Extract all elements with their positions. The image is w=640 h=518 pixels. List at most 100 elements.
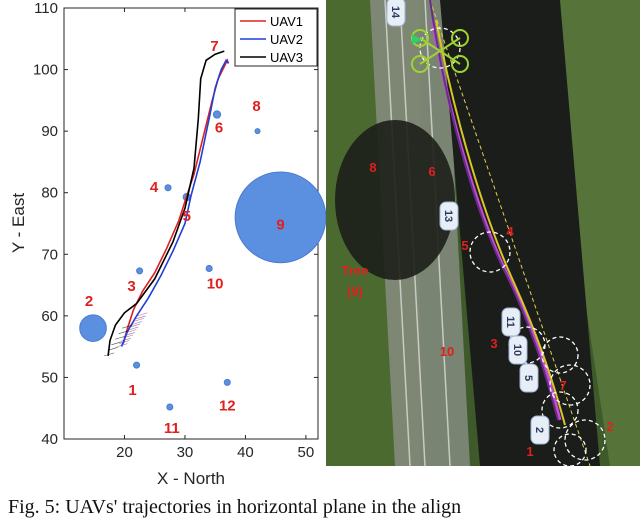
trajectory-hatch — [114, 335, 126, 340]
y-tick-label: 90 — [41, 123, 58, 140]
aerial-photo: Tree (9) 8 6 4 5 3 10 2 1 7 14 13 11 10 5 2 — [326, 0, 640, 466]
trajectory-hatch — [111, 341, 122, 346]
trajectory-hatch — [126, 329, 137, 333]
trajectory-hatch — [131, 321, 143, 325]
trajectory-hatch — [133, 318, 144, 322]
obstacle-1 — [133, 361, 141, 369]
obstacle-label: 6 — [215, 120, 223, 137]
obstacle-4 — [164, 184, 172, 192]
photo-label: 7 — [559, 378, 566, 393]
series-line-UAV2 — [120, 58, 230, 347]
trajectory-hatch — [124, 332, 135, 336]
uav-tag-label: 10 — [511, 344, 523, 356]
obstacle-12 — [223, 378, 231, 386]
uav-tag-box — [519, 363, 539, 393]
obstacle-label: 1 — [128, 382, 136, 399]
obstacles — [79, 43, 327, 411]
series-lines — [104, 50, 230, 357]
uav-tag-box — [508, 335, 528, 365]
uav-tag-label: 11 — [504, 316, 516, 328]
uav-tag-box — [501, 307, 521, 337]
obstacle-9 — [234, 171, 327, 264]
y-tick-label: 60 — [41, 308, 58, 325]
uav-tag-label: 5 — [522, 375, 534, 381]
trajectory-hatch — [130, 323, 141, 328]
obstacle-label: 10 — [207, 275, 224, 292]
quadrotor-icon — [411, 29, 469, 73]
legend-entry: UAV3 — [270, 50, 303, 65]
series-line-UAV3 — [107, 50, 225, 356]
photo-label: 4 — [506, 224, 514, 239]
y-tick-label: 110 — [34, 0, 58, 17]
photo-label: 5 — [461, 238, 468, 253]
obstacle-label: 4 — [150, 179, 159, 196]
obstacle-label: 8 — [252, 98, 260, 115]
photo-obstacle-circle — [541, 391, 579, 429]
obstacle-label: 5 — [183, 208, 191, 225]
uav-tag-label: 13 — [442, 210, 454, 222]
uav-tag-label: 2 — [533, 427, 545, 433]
trajectory-hatch — [120, 337, 132, 342]
trajectory-hatch — [107, 347, 118, 351]
uav-tag-label: 14 — [389, 6, 401, 19]
photo-label: 8 — [369, 160, 376, 175]
obstacle-6 — [212, 110, 222, 119]
obstacle-label: 11 — [164, 420, 180, 437]
photo-obstacle-circle — [564, 419, 606, 461]
x-tick-label: 20 — [116, 444, 133, 461]
uav-path-yellow — [435, 19, 566, 426]
photo-label: Tree — [342, 263, 369, 278]
trajectory-hatch — [118, 330, 129, 335]
uav-path-purple — [429, 0, 559, 421]
photo-labels: Tree (9) 8 6 4 5 3 10 2 1 7 — [342, 160, 614, 459]
trajectory-hatch — [104, 352, 115, 357]
uav-tag-box — [530, 415, 550, 445]
photo-obstacle-circle — [541, 336, 579, 374]
legend-entry: UAV1 — [270, 14, 303, 29]
photo-label: (9) — [347, 284, 363, 299]
figure-caption: Fig. 5: UAVs' trajectories in horizontal… — [8, 496, 462, 518]
uav-tags: 14 13 11 10 5 2 — [386, 0, 550, 445]
uav-tag-box — [386, 0, 406, 27]
obstacle-2 — [79, 314, 107, 342]
photo-label: 6 — [428, 164, 435, 179]
photo-obstacle-circle — [549, 364, 591, 406]
legend: UAV1 UAV2 UAV3 — [234, 8, 318, 67]
x-tick-label: 50 — [298, 444, 315, 461]
obstacle-11 — [166, 403, 174, 411]
y-tick-label: 70 — [41, 246, 58, 263]
obstacle-label: 9 — [276, 216, 284, 233]
trajectory-hatch — [128, 326, 139, 331]
photo-label: 3 — [490, 336, 497, 351]
tree-shadow — [335, 120, 455, 280]
photo-obstacle-circle — [469, 231, 511, 273]
trajectory-hatch — [135, 315, 146, 320]
x-axis-label: X - North — [157, 469, 225, 488]
photo-label: 1 — [526, 444, 533, 459]
photo-obstacle-circle — [553, 433, 587, 466]
obstacle-8 — [254, 128, 261, 135]
obstacle-label: 3 — [127, 278, 135, 295]
photo-label: 2 — [606, 419, 613, 434]
x-tick-label: 30 — [177, 444, 194, 461]
obstacle-3 — [136, 267, 144, 275]
y-tick-label: 100 — [33, 62, 58, 79]
obstacle-label: 12 — [219, 397, 236, 414]
obstacle-label: 2 — [85, 293, 93, 310]
reference-path — [429, 0, 591, 466]
trajectory-hatch — [119, 340, 130, 344]
trajectory-hatch — [117, 343, 128, 347]
photo-obstacle-circle — [419, 27, 461, 69]
trajectory-hatch — [122, 324, 133, 329]
x-tick-label: 40 — [237, 444, 254, 461]
y-axis-label: Y - East — [9, 193, 28, 253]
y-tick-label: 40 — [41, 431, 58, 448]
trajectory-hatch — [137, 312, 148, 317]
y-tick-label: 50 — [41, 369, 58, 386]
obstacle-label: 7 — [210, 38, 218, 55]
legend-entry: UAV2 — [270, 32, 303, 47]
